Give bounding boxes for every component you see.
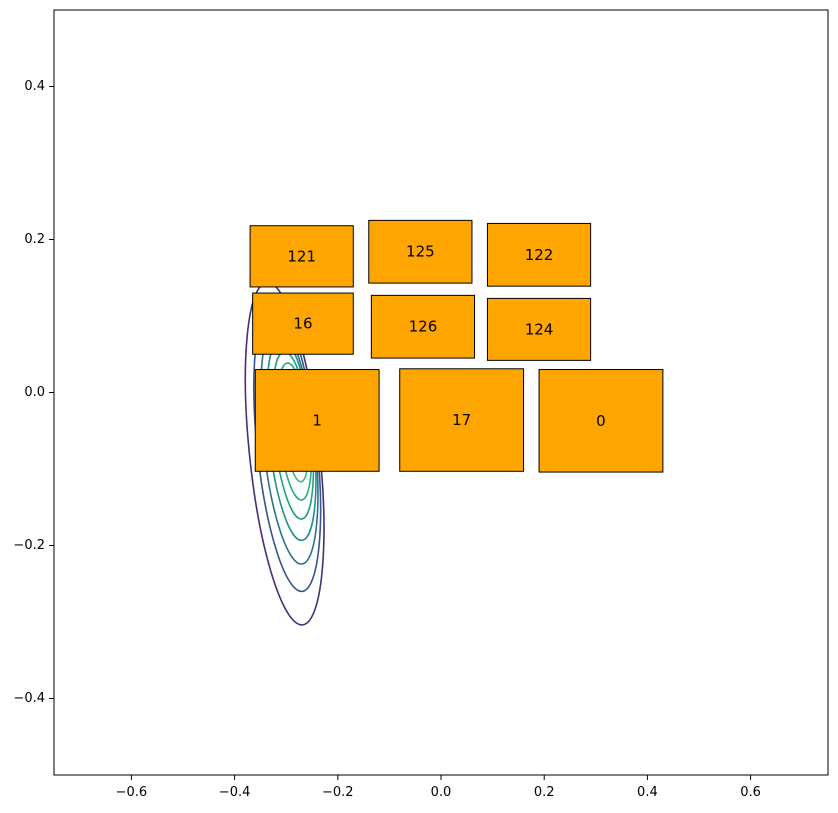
x-tick-label: 0.6: [740, 785, 761, 800]
box-label: 16: [293, 315, 312, 333]
box-label: 0: [596, 412, 606, 430]
box-126: [370, 294, 476, 359]
box-124: [486, 297, 592, 361]
box-125: [368, 219, 473, 284]
y-tick-label: 0.0: [24, 385, 45, 400]
x-tick-label: −0.2: [322, 785, 354, 800]
box-label: 124: [525, 320, 554, 338]
y-tick-label: 0.2: [24, 232, 45, 247]
box-122: [486, 222, 592, 287]
y-tick-label: −0.4: [13, 691, 45, 706]
x-tick-label: −0.4: [219, 785, 251, 800]
box-label: 17: [452, 411, 471, 429]
box-label: 122: [525, 246, 554, 264]
x-axis: −0.6 −0.4 −0.2 0.0 0.2 0.4 0.6: [116, 775, 761, 800]
box-layer: 121 125 122 16 126 124 1 17 0: [249, 219, 664, 473]
box-label: 126: [409, 318, 438, 336]
box-label: 121: [287, 247, 316, 265]
box-1: [254, 369, 380, 472]
x-tick-label: 0.0: [431, 785, 452, 800]
box-label: 1: [312, 411, 322, 429]
y-tick-label: −0.2: [13, 538, 45, 553]
box-121: [249, 225, 354, 288]
x-tick-label: 0.2: [534, 785, 555, 800]
box-17: [399, 368, 525, 472]
x-tick-label: −0.6: [116, 785, 148, 800]
y-axis: −0.4 −0.2 0.0 0.2 0.4: [13, 79, 54, 706]
box-0: [538, 369, 664, 473]
y-tick-label: 0.4: [24, 79, 45, 94]
x-tick-label: 0.4: [637, 785, 658, 800]
box-label: 125: [406, 243, 435, 261]
box-16: [252, 292, 354, 355]
